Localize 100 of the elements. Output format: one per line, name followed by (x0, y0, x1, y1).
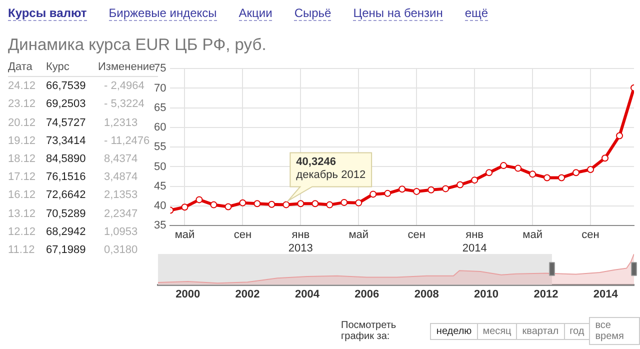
text: 24.12 (8, 79, 37, 94)
x-tick-label: сен (234, 229, 252, 242)
point (398, 186, 406, 193)
annotation: 40,3246 декабрь 2012 (296, 156, 366, 182)
text: 76,1516 (46, 170, 87, 186)
text: 11.12 (8, 243, 36, 258)
point (572, 169, 580, 176)
point (413, 188, 420, 195)
text: 13.12 (8, 206, 37, 222)
point (282, 201, 290, 208)
point (297, 200, 304, 208)
text: 73,3414 (46, 134, 87, 149)
text: Дата (8, 58, 46, 78)
point (602, 154, 609, 162)
point (428, 186, 435, 194)
x-tick-label: 2012 (534, 288, 558, 300)
text: Цены на бензин (353, 6, 443, 21)
point (268, 200, 276, 208)
point (529, 170, 536, 178)
point (239, 199, 246, 206)
y-tick-label: 35 (154, 220, 166, 232)
point (514, 164, 522, 172)
x-tick-label: 2004 (294, 288, 320, 300)
point (340, 198, 348, 206)
text: 1,0953 (104, 226, 138, 238)
text: 2,2347 (104, 208, 138, 220)
text: месяц (476, 322, 518, 340)
x-tick-label: май (174, 229, 195, 242)
text: 1,2313 (104, 116, 138, 129)
x-tick-label: 2008 (414, 288, 439, 300)
x-tick-label: янв 2013 (288, 229, 313, 254)
x-tick-label: 2000 (176, 288, 200, 300)
point (384, 190, 392, 197)
text: 18.12 (8, 152, 37, 168)
point (558, 174, 566, 182)
point (224, 203, 232, 210)
text: ещё (464, 6, 488, 21)
text: Посмотреть график за: (341, 320, 398, 342)
text: - 2,4964 (104, 80, 144, 92)
point (456, 181, 464, 188)
text: 72,6642 (46, 188, 87, 204)
text: 23.12 (8, 97, 37, 112)
x-tick-label: 2002 (235, 288, 260, 300)
point (471, 176, 478, 184)
point (326, 201, 334, 208)
point (500, 162, 508, 170)
text: квартал (516, 322, 565, 340)
text: - 11,2476 (104, 134, 150, 147)
text: Акции (238, 6, 272, 21)
point (254, 200, 261, 208)
point (544, 174, 551, 182)
text: 68,2942 (46, 224, 87, 240)
x-tick-label: 2014 (593, 288, 619, 300)
point (355, 199, 362, 206)
point (196, 196, 203, 204)
text: 8,4374 (104, 153, 138, 166)
point (181, 204, 188, 211)
x-tick-label: май (348, 229, 369, 242)
x-tick-label: 2010 (474, 288, 499, 300)
y-tick-label: 45 (154, 180, 166, 192)
y-tick-label: 55 (154, 141, 166, 154)
text: год (564, 322, 590, 340)
point (486, 169, 493, 176)
text: 2,1353 (104, 189, 138, 202)
text: 0,3180 (103, 243, 139, 258)
text: 67,1989 (46, 243, 87, 258)
chart-title: Динамика курса EUR ЦБ РФ, руб. (8, 36, 266, 55)
x-tick-label: сен (408, 229, 426, 242)
text: Курсы валют (8, 6, 87, 21)
y-tick-label: 50 (154, 160, 166, 173)
text: 19.12 (8, 134, 37, 149)
text: Курс (46, 58, 98, 78)
text: Биржевые индексы (108, 6, 217, 21)
point (370, 190, 377, 198)
y-tick-label: 40 (154, 200, 166, 212)
text: Сырьё (294, 6, 332, 21)
x-tick-label: 2006 (354, 288, 380, 300)
text: 17.12 (8, 170, 37, 186)
text: 84,5890 (46, 152, 87, 168)
y-tick-label: 65 (154, 102, 166, 114)
text: 12.12 (8, 224, 37, 240)
text: 66,7539 (46, 79, 87, 94)
point (587, 166, 594, 173)
text: 70,5289 (46, 206, 87, 222)
text: все время (589, 317, 640, 345)
text: 74,5727 (46, 116, 87, 131)
text: - 5,3224 (104, 98, 144, 110)
point (442, 185, 450, 192)
x-tick-label: май (522, 229, 542, 242)
text: неделю (430, 322, 478, 340)
point (312, 200, 319, 208)
x-tick-label: сен (582, 229, 600, 242)
text: 16.12 (8, 188, 37, 204)
x-tick-label: янв 2014 (462, 229, 487, 254)
y-tick-label: 75 (154, 62, 166, 75)
point (616, 132, 624, 140)
text: 3,4874 (104, 171, 138, 184)
text: 20.12 (8, 116, 37, 131)
text: 69,2503 (46, 97, 87, 112)
y-tick-label: 60 (154, 122, 166, 134)
